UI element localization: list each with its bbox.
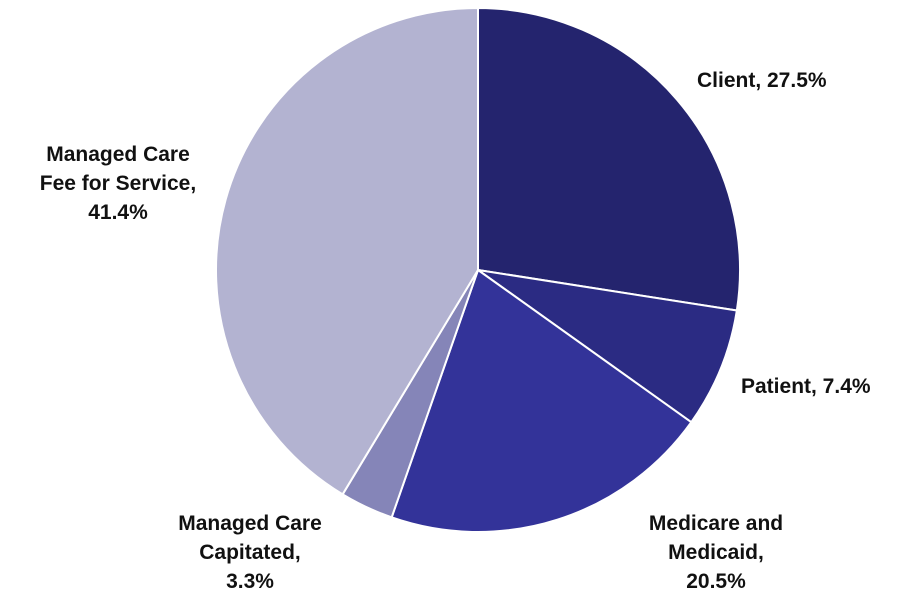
pie-slices (215, 7, 741, 533)
slice-medicare-and-medicaid (390, 269, 693, 533)
label-medicare-and-medicaid: Medicare and Medicaid, 20.5% (649, 512, 783, 593)
label-line: 3.3% (226, 570, 274, 593)
label-line: Medicaid, (668, 541, 764, 564)
label-client: Client, 27.5% (697, 69, 827, 92)
label-managed-care-capitated: Managed Care Capitated, 3.3% (178, 512, 322, 593)
slice-client (477, 7, 741, 312)
label-line: 41.4% (88, 201, 148, 224)
pie-labels: Client, 27.5%Patient, 7.4%Medicare and Me… (40, 69, 871, 593)
label-patient: Patient, 7.4% (741, 375, 871, 398)
slice-managed-care-fee-for-service (215, 7, 479, 496)
label-line: Managed Care (178, 512, 322, 535)
label-line: Capitated, (199, 541, 301, 564)
label-line: Managed Care (46, 143, 190, 166)
label-line: Client, 27.5% (697, 69, 827, 92)
label-managed-care-fee-for-service: Managed Care Fee for Service, 41.4% (40, 143, 196, 224)
slice-patient (477, 269, 738, 424)
label-line: Patient, 7.4% (741, 375, 871, 398)
label-line: Fee for Service, (40, 172, 196, 195)
label-line: 20.5% (686, 570, 746, 593)
label-line: Medicare and (649, 512, 783, 535)
